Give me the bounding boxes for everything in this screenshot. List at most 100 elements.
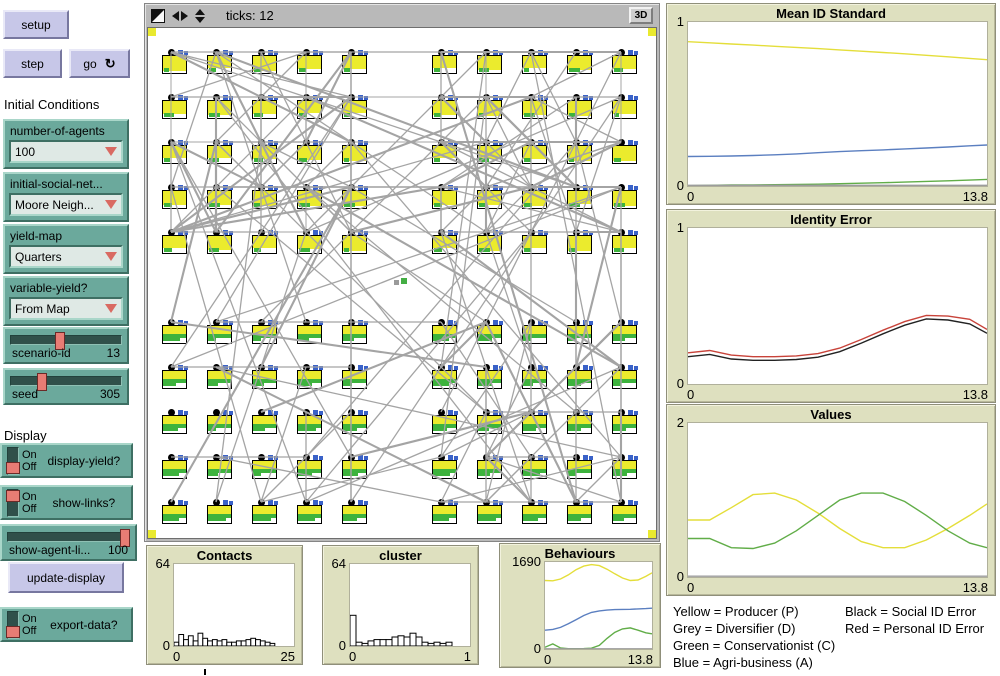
agent[interactable] xyxy=(207,499,234,525)
agent[interactable] xyxy=(252,229,279,255)
agent[interactable] xyxy=(522,184,549,210)
agent[interactable] xyxy=(252,409,279,435)
agent[interactable] xyxy=(432,454,459,480)
agent[interactable] xyxy=(162,184,189,210)
agent[interactable] xyxy=(612,499,639,525)
agent[interactable] xyxy=(162,229,189,255)
agent[interactable] xyxy=(162,364,189,390)
agent[interactable] xyxy=(207,454,234,480)
switch-knob[interactable] xyxy=(6,625,20,638)
3d-view-button[interactable]: 3D xyxy=(629,7,653,24)
agent[interactable] xyxy=(432,319,459,345)
agent[interactable] xyxy=(522,49,549,75)
agent[interactable] xyxy=(162,139,189,165)
agent[interactable] xyxy=(477,364,504,390)
agent[interactable] xyxy=(252,184,279,210)
agent[interactable] xyxy=(567,319,594,345)
slider-show-agent-links[interactable]: show-agent-li... 100 xyxy=(0,524,137,561)
agent[interactable] xyxy=(612,364,639,390)
agent[interactable] xyxy=(432,499,459,525)
slider-handle[interactable] xyxy=(120,529,131,547)
slider-handle[interactable] xyxy=(55,332,66,350)
switch-knob[interactable] xyxy=(6,461,20,474)
slider-track[interactable] xyxy=(10,373,122,391)
agent[interactable] xyxy=(477,139,504,165)
agent[interactable] xyxy=(342,364,369,390)
agent[interactable] xyxy=(297,49,324,75)
agent[interactable] xyxy=(297,229,324,255)
switch-show-links[interactable]: On Off show-links? xyxy=(0,485,133,520)
agent[interactable] xyxy=(162,49,189,75)
agent[interactable] xyxy=(342,184,369,210)
agent[interactable] xyxy=(522,409,549,435)
agent[interactable] xyxy=(567,49,594,75)
switch-track[interactable] xyxy=(6,610,20,639)
agent[interactable] xyxy=(432,49,459,75)
update-display-button[interactable]: update-display xyxy=(8,562,124,593)
chooser-variable-yield[interactable]: variable-yield? From Map xyxy=(3,276,129,326)
agent[interactable] xyxy=(297,364,324,390)
agent[interactable] xyxy=(477,94,504,120)
agent[interactable] xyxy=(567,454,594,480)
slider-handle[interactable] xyxy=(36,373,47,391)
chooser-value-field[interactable]: 100 xyxy=(9,140,123,163)
agent[interactable] xyxy=(477,454,504,480)
slider-track[interactable] xyxy=(7,529,131,547)
chooser-value-field[interactable]: Moore Neigh... xyxy=(9,193,123,216)
agent[interactable] xyxy=(207,94,234,120)
agent[interactable] xyxy=(297,319,324,345)
agent[interactable] xyxy=(342,454,369,480)
agent[interactable] xyxy=(297,184,324,210)
switch-display-yield[interactable]: On Off display-yield? xyxy=(0,443,133,478)
agent[interactable] xyxy=(432,229,459,255)
switch-track[interactable] xyxy=(6,446,20,475)
agent[interactable] xyxy=(567,229,594,255)
agent[interactable] xyxy=(477,409,504,435)
agent[interactable] xyxy=(567,139,594,165)
agent[interactable] xyxy=(342,94,369,120)
step-button[interactable]: step xyxy=(3,49,62,78)
switch-track[interactable] xyxy=(6,488,20,517)
agent[interactable] xyxy=(477,49,504,75)
agent[interactable] xyxy=(432,364,459,390)
slider-scenario-id[interactable]: scenario-id 13 xyxy=(3,327,129,364)
chooser-yield-map[interactable]: yield-map Quarters xyxy=(3,224,129,274)
agent[interactable] xyxy=(342,319,369,345)
go-button[interactable]: go ↻ xyxy=(69,49,130,78)
agent[interactable] xyxy=(297,454,324,480)
agent[interactable] xyxy=(612,319,639,345)
agent[interactable] xyxy=(432,139,459,165)
switch-export-data[interactable]: On Off export-data? xyxy=(0,607,133,642)
agent[interactable] xyxy=(252,49,279,75)
agent[interactable] xyxy=(297,409,324,435)
agent[interactable] xyxy=(522,499,549,525)
agent[interactable] xyxy=(342,499,369,525)
agent[interactable] xyxy=(207,409,234,435)
agent[interactable] xyxy=(567,409,594,435)
agent[interactable] xyxy=(342,49,369,75)
agent[interactable] xyxy=(567,184,594,210)
agent[interactable] xyxy=(252,499,279,525)
chooser-value-field[interactable]: From Map xyxy=(9,297,123,320)
agent[interactable] xyxy=(522,139,549,165)
agent[interactable] xyxy=(432,409,459,435)
agent[interactable] xyxy=(522,94,549,120)
agent[interactable] xyxy=(612,229,639,255)
agent[interactable] xyxy=(612,454,639,480)
agent[interactable] xyxy=(522,319,549,345)
agent[interactable] xyxy=(477,229,504,255)
slider-track[interactable] xyxy=(10,332,122,350)
agent[interactable] xyxy=(297,94,324,120)
agent[interactable] xyxy=(477,319,504,345)
agent[interactable] xyxy=(207,229,234,255)
agent[interactable] xyxy=(612,184,639,210)
agent[interactable] xyxy=(252,364,279,390)
agent[interactable] xyxy=(567,94,594,120)
switch-knob[interactable] xyxy=(6,489,20,502)
agent[interactable] xyxy=(522,229,549,255)
agent[interactable] xyxy=(252,319,279,345)
agent[interactable] xyxy=(162,454,189,480)
chooser-value-field[interactable]: Quarters xyxy=(9,245,123,268)
agent[interactable] xyxy=(207,319,234,345)
agent[interactable] xyxy=(477,184,504,210)
